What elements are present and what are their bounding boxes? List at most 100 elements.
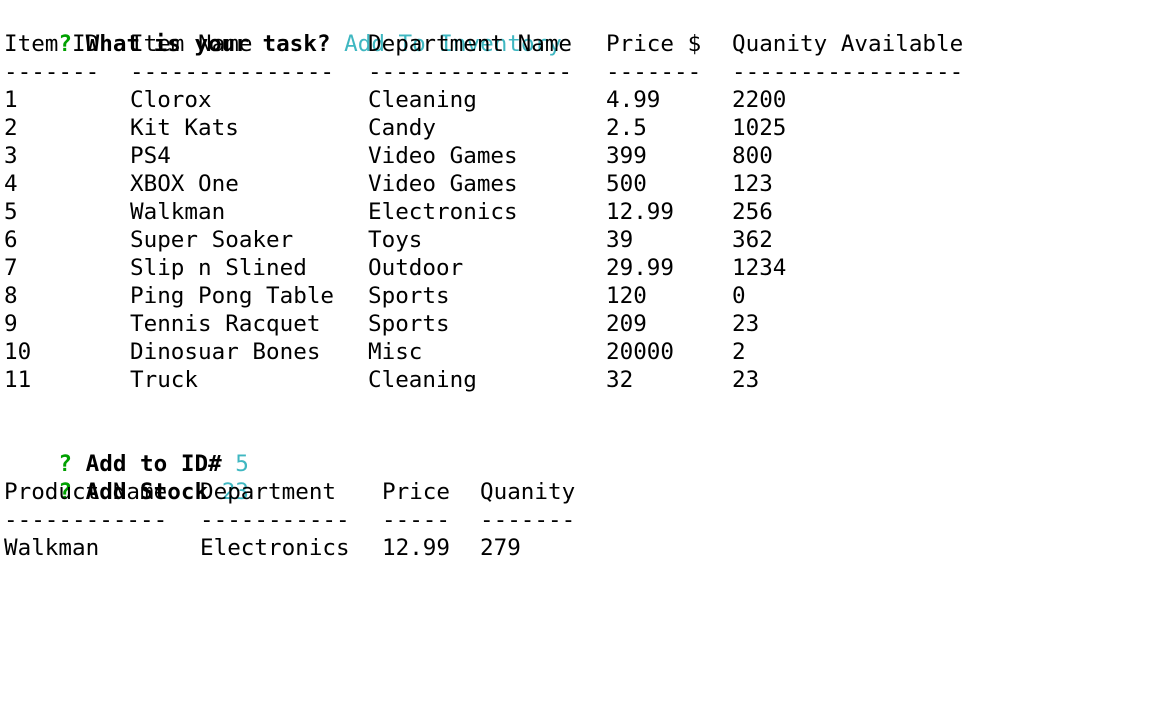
- cell-department: Cleaning: [368, 367, 477, 393]
- task-question: What is your task?: [85, 31, 331, 57]
- prompt-marker: ?: [58, 31, 73, 57]
- cell-quantity: 362: [732, 227, 773, 253]
- cell-price: 32: [606, 367, 634, 393]
- add-id-question: Add to ID#: [85, 451, 222, 477]
- cell-price: 500: [606, 171, 647, 197]
- cell-item-name: Kit Kats: [130, 115, 239, 141]
- header-department-name: Department Name: [368, 31, 573, 57]
- cell-quantity: 23: [732, 311, 760, 337]
- prompt-marker: ?: [58, 451, 73, 477]
- cell-price: 29.99: [606, 255, 675, 281]
- cell-quantity: 256: [732, 199, 773, 225]
- inventory-table-header: Item ID Item Name Department Name Price …: [4, 30, 963, 58]
- header-item-name: Item Name: [130, 31, 253, 57]
- add-stock-prompt-line: ? Add Stock 23: [4, 450, 248, 505]
- cell-item-name: Slip n Slined: [130, 255, 307, 281]
- cell-price: 39: [606, 227, 634, 253]
- header-product-name: Product Name: [4, 479, 168, 505]
- cell-department: Toys: [368, 227, 423, 253]
- divider: -------: [4, 59, 100, 85]
- prompt-marker: ?: [58, 479, 73, 505]
- divider: -----: [382, 507, 451, 533]
- cell-item-id: 8: [4, 283, 18, 309]
- cell-item-name: Super Soaker: [130, 227, 294, 253]
- cell-quantity: 2: [732, 339, 746, 365]
- divider: -----------: [200, 507, 350, 533]
- divider: -------: [606, 59, 702, 85]
- cell-item-name: Clorox: [130, 87, 212, 113]
- cell-department: Outdoor: [368, 255, 464, 281]
- cell-item-name: Ping Pong Table: [130, 283, 335, 309]
- cell-item-name: Truck: [130, 367, 199, 393]
- cell-department: Sports: [368, 311, 450, 337]
- table-row: 5 Walkman Electronics 12.99 256: [4, 198, 773, 226]
- divider: ---------------: [368, 59, 573, 85]
- table-row: 6 Super Soaker Toys 39 362: [4, 226, 773, 254]
- cell-item-name: Walkman: [130, 199, 226, 225]
- result-table-divider: ------------ ----------- ----- -------: [4, 506, 575, 534]
- add-stock-answer: 23: [221, 479, 249, 505]
- cell-department: Electronics: [200, 535, 350, 561]
- table-row: 3 PS4 Video Games 399 800: [4, 142, 773, 170]
- cell-quantity: 23: [732, 367, 760, 393]
- header-price: Price $: [606, 31, 702, 57]
- cell-item-id: 10: [4, 339, 32, 365]
- header-price: Price: [382, 479, 451, 505]
- cell-price: 2.5: [606, 115, 647, 141]
- cell-item-id: 4: [4, 171, 18, 197]
- cell-item-id: 3: [4, 143, 18, 169]
- cell-quantity: 2200: [732, 87, 787, 113]
- cell-quantity: 1234: [732, 255, 787, 281]
- divider: -----------------: [732, 59, 964, 85]
- add-stock-question: Add Stock: [85, 479, 209, 505]
- table-row: 11 Truck Cleaning 32 23: [4, 366, 759, 394]
- result-table-header: Product Name Department Price Quanity: [4, 478, 575, 506]
- cell-price: 399: [606, 143, 647, 169]
- divider: -------: [480, 507, 576, 533]
- table-row: 8 Ping Pong Table Sports 120 0: [4, 282, 746, 310]
- table-row: 9 Tennis Racquet Sports 209 23: [4, 310, 759, 338]
- cell-quantity: 0: [732, 283, 746, 309]
- cell-price: 209: [606, 311, 647, 337]
- header-quantity-available: Quanity Available: [732, 31, 964, 57]
- table-row: 4 XBOX One Video Games 500 123: [4, 170, 773, 198]
- cell-item-id: 6: [4, 227, 18, 253]
- cell-item-name: XBOX One: [130, 171, 239, 197]
- cell-item-name: Dinosuar Bones: [130, 339, 321, 365]
- cell-quantity: 279: [480, 535, 521, 561]
- table-row: 2 Kit Kats Candy 2.5 1025: [4, 114, 786, 142]
- cell-department: Video Games: [368, 143, 518, 169]
- header-item-id: Item ID: [4, 31, 100, 57]
- cell-price: 12.99: [382, 535, 451, 561]
- task-prompt-line: ? What is your task? Add To Inventory: [4, 2, 561, 57]
- inventory-table-divider: ------- --------------- --------------- …: [4, 58, 963, 86]
- cell-department: Candy: [368, 115, 437, 141]
- header-quantity: Quanity: [480, 479, 576, 505]
- table-row: 1 Clorox Cleaning 4.99 2200: [4, 86, 786, 114]
- add-id-answer: 5: [235, 451, 249, 477]
- cell-product-name: Walkman: [4, 535, 100, 561]
- cell-price: 20000: [606, 339, 675, 365]
- cell-department: Video Games: [368, 171, 518, 197]
- header-department: Department: [200, 479, 337, 505]
- cell-item-id: 5: [4, 199, 18, 225]
- add-id-prompt-line: ? Add to ID# 5: [4, 422, 248, 477]
- task-answer: Add To Inventory: [344, 31, 562, 57]
- divider: ------------: [4, 507, 168, 533]
- cell-price: 120: [606, 283, 647, 309]
- cell-item-id: 11: [4, 367, 32, 393]
- cell-item-name: Tennis Racquet: [130, 311, 321, 337]
- cell-department: Cleaning: [368, 87, 477, 113]
- table-row: 7 Slip n Slined Outdoor 29.99 1234: [4, 254, 786, 282]
- cell-item-id: 2: [4, 115, 18, 141]
- cell-quantity: 1025: [732, 115, 787, 141]
- cell-department: Misc: [368, 339, 423, 365]
- table-row: 10 Dinosuar Bones Misc 20000 2: [4, 338, 746, 366]
- cell-item-name: PS4: [130, 143, 171, 169]
- cell-department: Electronics: [368, 199, 518, 225]
- cell-quantity: 123: [732, 171, 773, 197]
- cell-price: 4.99: [606, 87, 661, 113]
- cell-department: Sports: [368, 283, 450, 309]
- cell-item-id: 7: [4, 255, 18, 281]
- cell-quantity: 800: [732, 143, 773, 169]
